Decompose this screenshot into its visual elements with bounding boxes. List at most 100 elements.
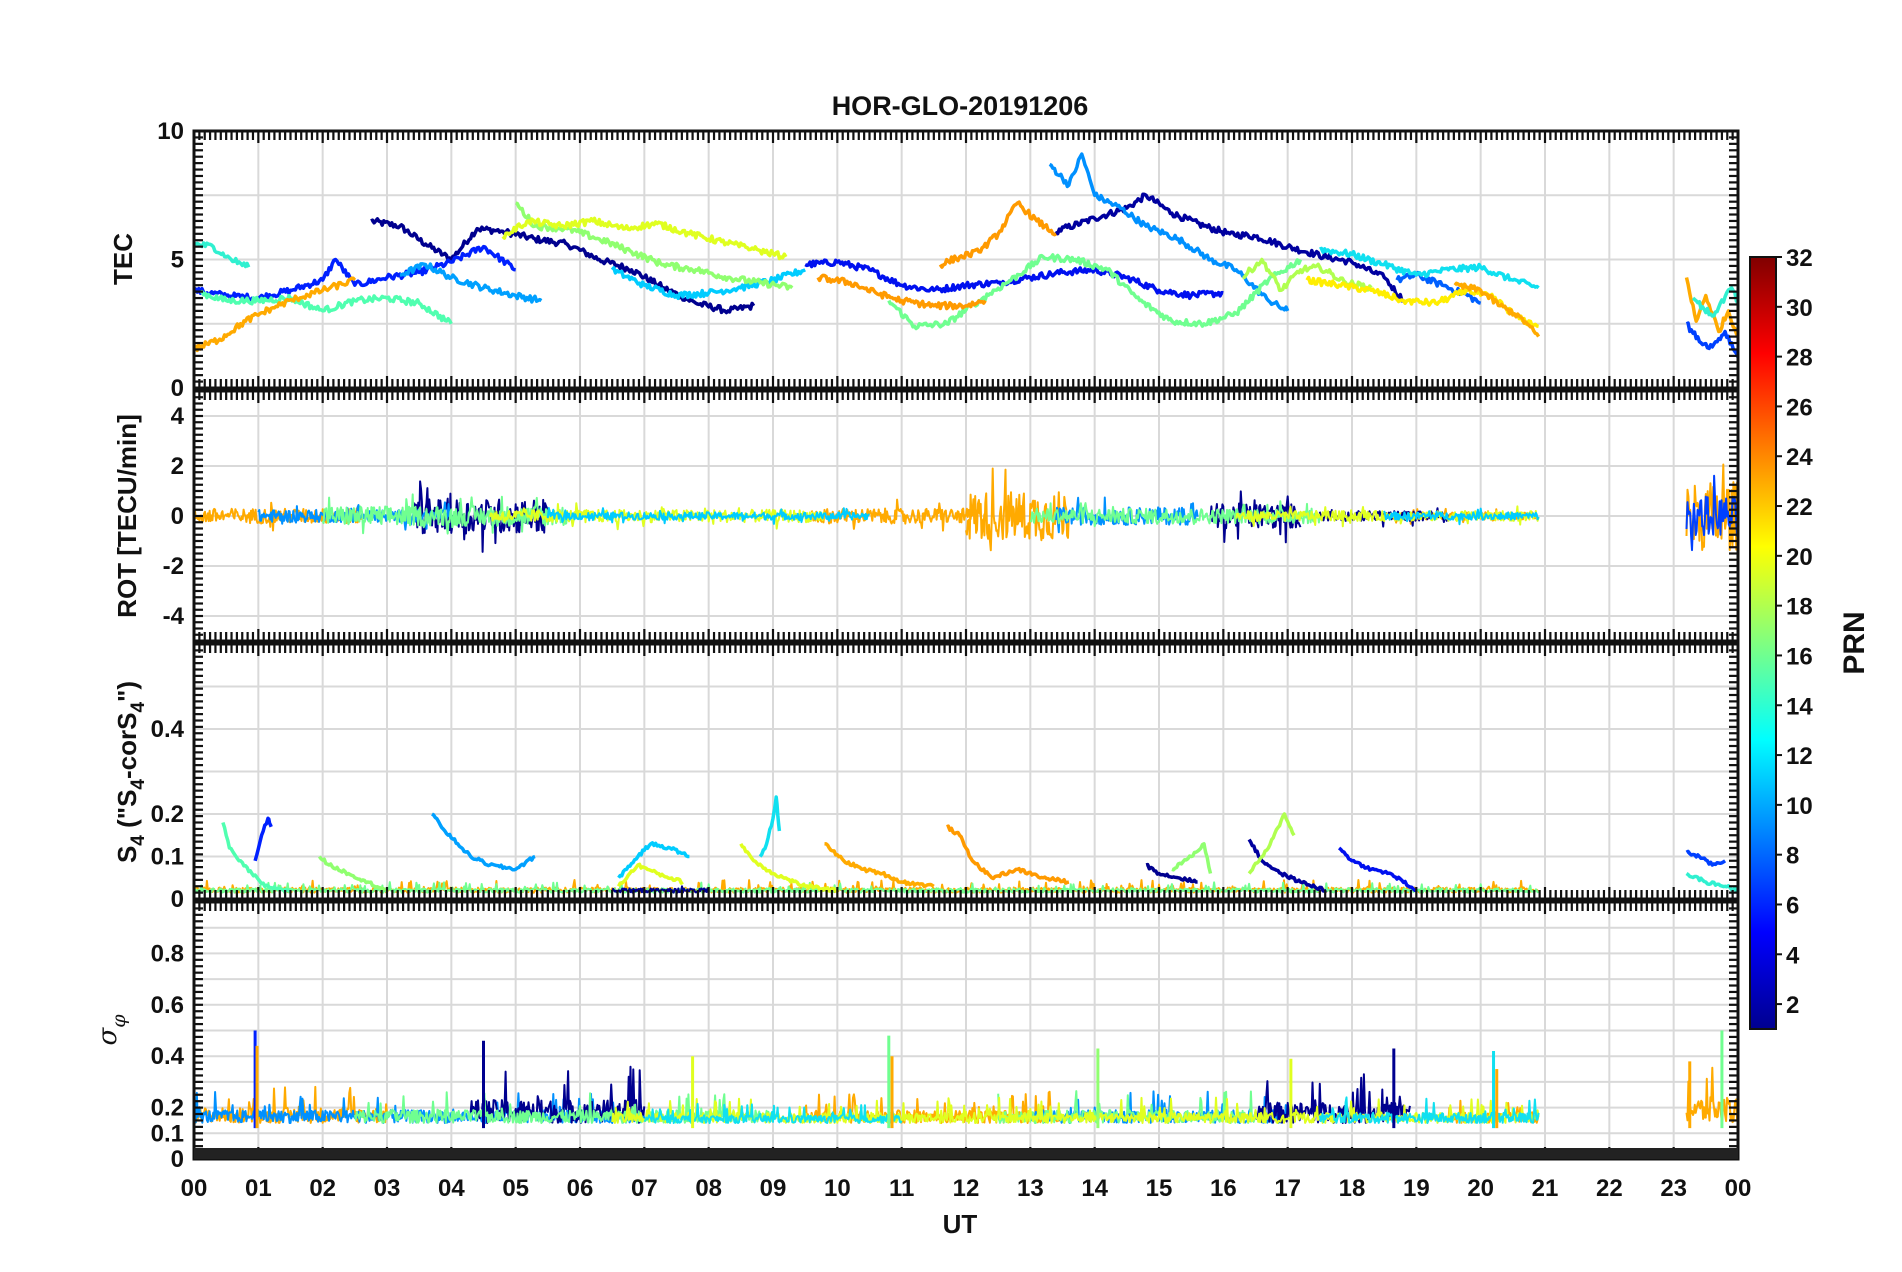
prn-18-trace <box>1247 812 1296 875</box>
x-tick-label: 02 <box>309 1175 336 1202</box>
prn-17-trace <box>317 855 389 892</box>
prn-1-trace <box>370 217 756 315</box>
colorbar-tick-label: 30 <box>1786 295 1813 322</box>
colorbar-label: PRN <box>1838 611 1871 674</box>
prn-13-trace <box>1319 246 1540 290</box>
prn-10-trace <box>399 262 543 304</box>
s4-series <box>193 795 1739 894</box>
sigma-y-tick-label: 0.6 <box>151 992 184 1019</box>
x-tick-label: 00 <box>181 1175 208 1202</box>
x-tick-label: 22 <box>1596 1175 1623 1202</box>
chart-title: HOR-GLO-20191206 <box>832 91 1089 121</box>
prn-22-trace <box>824 842 935 889</box>
prn-23-trace <box>816 273 987 311</box>
s4-y-tick-label: 0.1 <box>151 844 184 871</box>
prn-15-trace <box>199 289 453 325</box>
colorbar-tick-label: 8 <box>1786 843 1799 870</box>
prn-23-trace <box>938 200 1057 269</box>
prn-19-trace <box>617 862 684 888</box>
prn-5-trace <box>1685 474 1739 552</box>
prn-16-trace <box>887 253 1303 331</box>
rot-y-tick-label: -2 <box>163 553 184 580</box>
prn-10-trace <box>431 812 536 872</box>
rot-y-tick-label: 2 <box>171 453 184 480</box>
sigma-phi-panel: 00.10.2 0.4 0.6 0.8 σφ <box>93 900 1740 1173</box>
prn-15-trace <box>221 821 292 893</box>
x-tick-label: 07 <box>631 1175 658 1202</box>
colorbar-tick-label: 18 <box>1786 594 1813 621</box>
prn-1-trace <box>1209 490 1302 544</box>
prn-3-trace <box>1337 846 1417 893</box>
colorbar-tick-label: 16 <box>1786 643 1813 670</box>
prn-22-trace <box>1453 281 1541 338</box>
x-tick-label: 20 <box>1467 1175 1494 1202</box>
prn-13-trace <box>643 1102 903 1124</box>
sigma-series <box>193 1030 1739 1129</box>
prn-9-trace <box>1048 152 1290 312</box>
x-tick-label: 00 <box>1725 1175 1752 1202</box>
s4-y-tick-label: 0.2 <box>151 801 184 828</box>
tec-gridlines <box>193 130 1739 389</box>
rot-y-axis-label: ROT [TECU/min] <box>112 414 142 618</box>
tec-y-axis-label: TEC <box>108 233 138 285</box>
prn-5-trace <box>1685 849 1727 867</box>
rot-series <box>193 463 1739 553</box>
prn-19-trace <box>739 842 838 893</box>
rot-y-tick-label: -4 <box>163 603 185 630</box>
sigma-y-tick-label: 0 <box>171 1146 184 1173</box>
prn-22-trace <box>1685 1066 1739 1124</box>
prn-14-trace <box>1685 872 1739 894</box>
prn-22-trace <box>965 467 1070 552</box>
prn-17-trace <box>1171 842 1213 874</box>
x-tick-label: 01 <box>245 1175 272 1202</box>
colorbar-tick-label: 14 <box>1786 693 1813 720</box>
prn-2-trace <box>1247 838 1327 893</box>
x-tick-label: 10 <box>824 1175 851 1202</box>
x-tick-label: 12 <box>953 1175 980 1202</box>
sigma-y-tick-label: 0.1 <box>151 1120 184 1147</box>
x-tick-label: 06 <box>567 1175 594 1202</box>
prn-4-trace <box>192 244 516 303</box>
x-axis-label: UT <box>943 1209 978 1239</box>
sigma-y-tick-label: 0.2 <box>151 1095 184 1122</box>
x-tick-label: 18 <box>1339 1175 1366 1202</box>
colorbar-tick-label: 4 <box>1786 942 1800 969</box>
x-tick-label: 23 <box>1660 1175 1687 1202</box>
bottom-tick-band <box>194 1148 1738 1159</box>
colorbar-tick-label: 2 <box>1786 992 1799 1019</box>
prn-22-trace <box>193 1085 388 1124</box>
prn-6-trace <box>1395 270 1482 305</box>
prn-1-trace <box>1145 862 1198 884</box>
s4-y-tick-label: 0.4 <box>151 716 185 743</box>
colorbar-tick-label: 6 <box>1786 892 1799 919</box>
colorbar-tick-label: 10 <box>1786 793 1813 820</box>
tec-y-tick-label: 5 <box>171 247 184 274</box>
x-tick-label: 16 <box>1210 1175 1237 1202</box>
sigma-y-tick-label: 0.8 <box>151 940 184 967</box>
prn-16-trace <box>1029 500 1321 528</box>
colorbar-tick-label: 22 <box>1786 494 1813 521</box>
prn-12-trace <box>1383 507 1540 526</box>
x-tick-label: 08 <box>695 1175 722 1202</box>
colorbar-tick-label: 32 <box>1786 245 1813 272</box>
x-tick-label: 17 <box>1274 1175 1301 1202</box>
prn-20-trace <box>1305 275 1539 329</box>
x-tick-label: 03 <box>374 1175 401 1202</box>
s4-gridlines <box>193 644 1739 900</box>
prn-5-trace <box>1685 321 1740 358</box>
tec-axes-frame <box>192 129 1740 390</box>
colorbar-tick-label: 26 <box>1786 394 1813 421</box>
x-tick-label: 04 <box>438 1175 465 1202</box>
rot-y-tick-label: 0 <box>171 503 184 530</box>
prn-14-trace <box>193 241 251 269</box>
rot-gridlines <box>193 391 1739 641</box>
prn-22-trace <box>192 276 357 353</box>
x-tick-label: 14 <box>1081 1175 1108 1202</box>
tec-y-tick-label: 10 <box>157 118 184 145</box>
prn-22-trace <box>1684 277 1740 338</box>
sigma-y-tick-labels: 00.10.2 0.4 0.6 0.8 <box>151 940 185 1173</box>
prn-2-trace <box>1054 192 1404 303</box>
prn-19-trace <box>501 216 788 261</box>
